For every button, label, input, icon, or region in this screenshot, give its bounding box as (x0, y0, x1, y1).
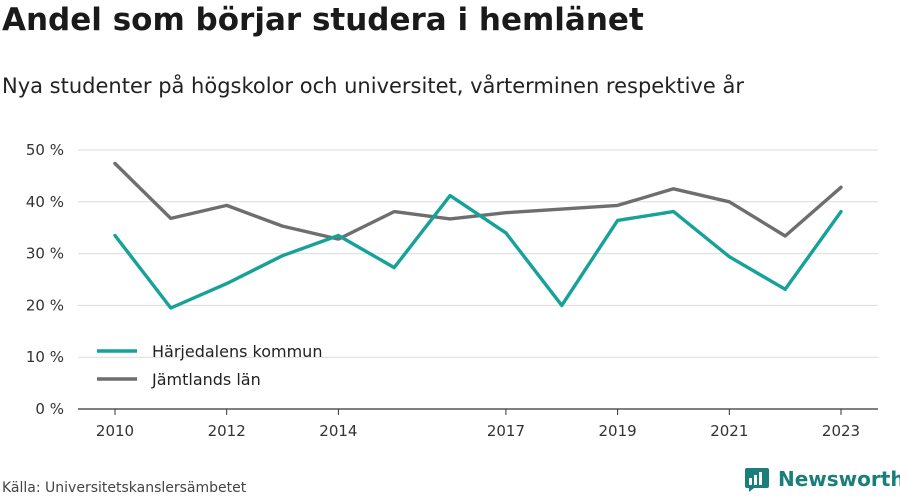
line-chart: 0 % 10 % 20 % 30 % 40 % 50 % 2010 2012 2014 2017… (26, 141, 878, 440)
x-tick-label: 2017 (487, 422, 525, 440)
y-tick-label: 0 % (35, 400, 64, 418)
y-tick-label: 30 % (26, 245, 64, 263)
y-tick-label: 10 % (26, 348, 64, 366)
brand-name: Newsworthy (778, 467, 900, 491)
chart-subtitle: Nya studenter på högskolor och universit… (2, 74, 744, 98)
brand-logo: Newsworthy (744, 466, 900, 492)
y-tick-label: 40 % (26, 193, 64, 211)
series-lines (113, 161, 843, 310)
x-tick-label: 2023 (822, 422, 860, 440)
x-tick-label: 2010 (96, 422, 134, 440)
legend-label-1: Jämtlands län (151, 370, 261, 389)
grid-lines (78, 149, 878, 358)
x-tick-label: 2012 (208, 422, 246, 440)
legend-label-0: Härjedalens kommun (152, 342, 322, 361)
legend: Härjedalens kommun Jämtlands län (97, 342, 322, 389)
y-axis-ticks: 0 % 10 % 20 % 30 % 40 % 50 % (26, 141, 64, 418)
x-axis: 2010 2012 2014 2017 2019 2021 2023 (78, 408, 878, 440)
source-note: Källa: Universitetskanslersämbetet (2, 480, 247, 496)
x-tick-label: 2014 (319, 422, 357, 440)
newsworthy-logo-icon (745, 468, 769, 492)
y-tick-label: 20 % (26, 296, 64, 314)
chart-title: Andel som börjar studera i hemlänet (2, 2, 644, 38)
series-line-0 (113, 193, 843, 310)
y-tick-label: 50 % (26, 141, 64, 159)
x-tick-label: 2021 (710, 422, 748, 440)
x-tick-label: 2019 (599, 422, 637, 440)
